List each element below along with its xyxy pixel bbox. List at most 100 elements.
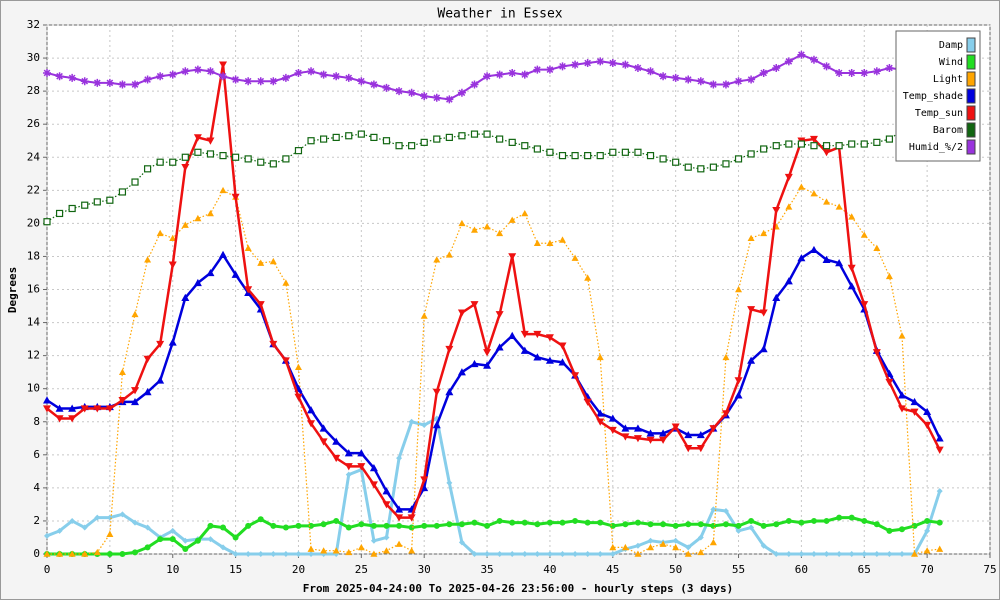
data-point xyxy=(748,517,755,524)
data-point xyxy=(220,524,227,531)
data-point xyxy=(633,435,642,443)
data-point xyxy=(295,551,302,557)
data-point xyxy=(156,340,165,349)
data-point xyxy=(848,213,856,220)
y-tick-label: 4 xyxy=(33,481,40,494)
data-point xyxy=(245,522,252,529)
data-point xyxy=(156,229,164,237)
data-point xyxy=(747,234,755,242)
data-point xyxy=(936,488,943,495)
data-point xyxy=(823,198,831,205)
data-point xyxy=(634,542,641,549)
data-point xyxy=(684,163,692,171)
data-point xyxy=(407,88,416,97)
data-point xyxy=(910,397,919,406)
data-point xyxy=(206,137,215,145)
data-point xyxy=(193,65,202,74)
y-tick-label: 22 xyxy=(27,183,40,196)
data-point xyxy=(533,330,542,339)
data-point xyxy=(144,544,151,551)
data-point xyxy=(672,537,679,544)
data-point xyxy=(508,138,516,146)
data-point xyxy=(722,160,730,168)
data-point xyxy=(697,521,704,528)
data-point xyxy=(836,551,843,557)
data-point xyxy=(168,261,177,269)
data-point xyxy=(106,196,114,204)
data-point xyxy=(143,165,152,173)
data-point xyxy=(370,537,377,544)
data-point xyxy=(332,133,340,142)
data-point xyxy=(307,67,316,76)
data-point xyxy=(508,331,517,339)
data-point xyxy=(357,77,366,86)
data-point xyxy=(872,67,881,76)
data-point xyxy=(572,551,579,557)
data-point xyxy=(43,218,51,226)
data-point xyxy=(81,524,88,531)
data-point xyxy=(131,397,140,406)
data-point xyxy=(822,149,831,157)
data-point xyxy=(747,306,756,314)
data-point xyxy=(395,87,404,96)
y-tick-label: 12 xyxy=(27,349,40,362)
data-point xyxy=(860,140,868,148)
data-point xyxy=(559,236,567,243)
x-tick-label: 30 xyxy=(418,563,431,576)
data-point xyxy=(156,376,165,384)
data-point xyxy=(860,68,869,77)
data-point xyxy=(710,506,717,513)
data-point xyxy=(747,150,755,158)
data-point xyxy=(596,353,604,361)
data-point xyxy=(68,550,76,557)
series-line xyxy=(47,186,940,555)
data-point xyxy=(320,547,328,554)
data-point xyxy=(496,551,503,557)
data-point xyxy=(759,68,768,77)
data-point xyxy=(344,73,353,82)
data-point xyxy=(885,378,894,387)
legend-label: Light xyxy=(933,74,963,85)
data-point xyxy=(294,363,302,370)
data-point xyxy=(118,188,127,196)
data-point xyxy=(294,68,303,77)
data-point xyxy=(118,368,126,375)
data-point xyxy=(609,148,617,156)
data-point xyxy=(571,60,580,69)
data-point xyxy=(672,158,680,166)
data-point xyxy=(383,522,390,529)
data-point xyxy=(470,130,479,138)
data-point xyxy=(583,398,592,406)
data-point xyxy=(219,72,228,81)
data-point xyxy=(344,463,353,471)
data-point xyxy=(80,405,89,413)
data-point xyxy=(307,545,315,552)
data-point xyxy=(106,530,114,537)
data-point xyxy=(206,209,214,217)
legend-label: Wind xyxy=(939,57,963,68)
data-point xyxy=(747,356,756,364)
data-point xyxy=(608,414,617,422)
data-point xyxy=(608,426,617,435)
data-point xyxy=(860,231,868,238)
data-point xyxy=(722,508,729,515)
data-point xyxy=(558,358,567,366)
data-point xyxy=(55,209,64,218)
data-point xyxy=(495,70,504,79)
data-point xyxy=(69,517,76,524)
data-point xyxy=(257,516,264,523)
data-point xyxy=(583,59,592,68)
data-point xyxy=(131,310,139,318)
data-point xyxy=(810,142,818,150)
data-point xyxy=(382,547,390,554)
data-point xyxy=(634,148,642,156)
data-point xyxy=(734,377,743,385)
data-point xyxy=(357,449,366,457)
data-point xyxy=(131,80,140,89)
data-point xyxy=(848,514,855,521)
data-point xyxy=(609,543,617,551)
data-point xyxy=(68,415,77,423)
data-point xyxy=(572,517,579,524)
data-point xyxy=(408,418,415,425)
data-point xyxy=(483,130,491,138)
